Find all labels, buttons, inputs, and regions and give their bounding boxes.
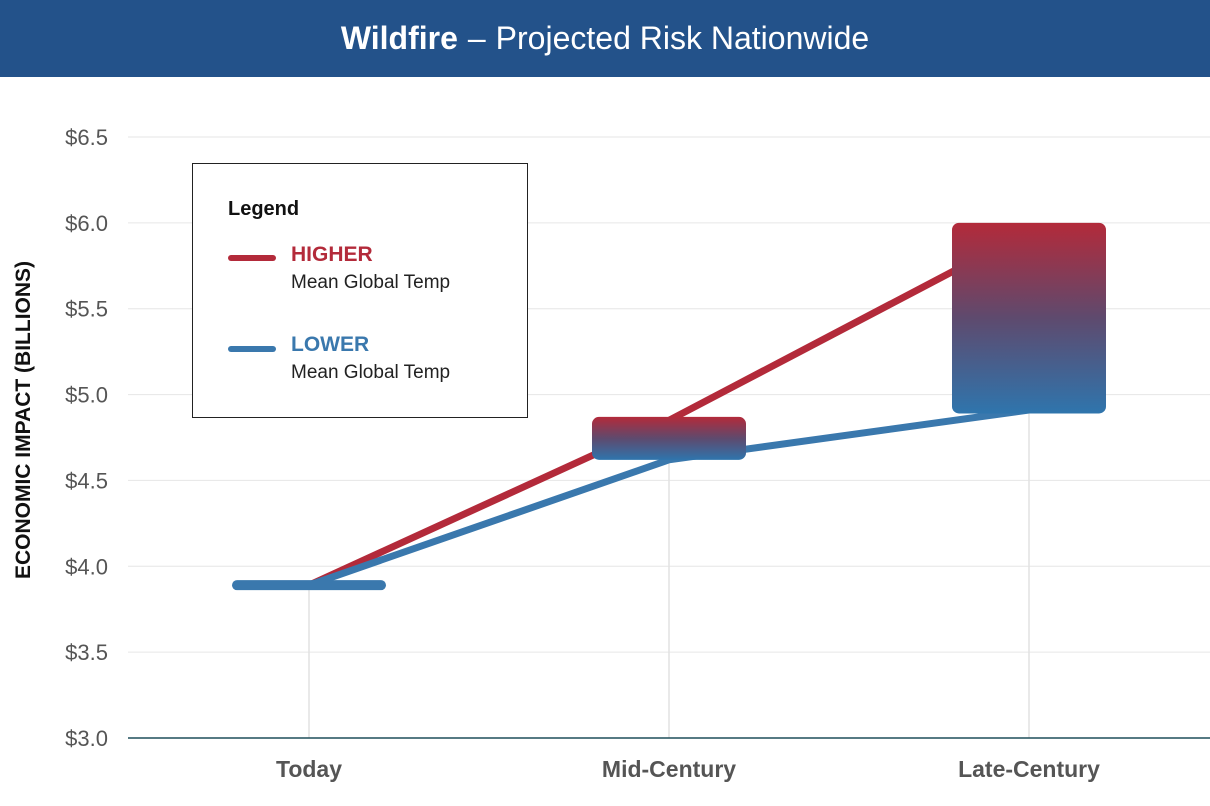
range-box (592, 416, 746, 460)
y-tick-label: $3.0 (65, 726, 108, 751)
chart-title-dash: – (467, 20, 486, 56)
y-axis-label: ECONOMIC IMPACT (BILLIONS) (12, 261, 35, 579)
legend-label-higher: HIGHER (291, 243, 373, 266)
legend-swatch-lower (228, 346, 276, 352)
category-guides (308, 413, 1030, 738)
legend-title: Legend (228, 198, 300, 220)
x-tick-label: Mid-Century (602, 756, 736, 782)
range-marker (232, 580, 386, 591)
range-boxes (232, 222, 1106, 591)
axes: $3.0 $3.5 $4.0 $4.5 $5.0 $5.5 $6.0 $6.5 Today Mid… (65, 125, 1210, 782)
chart-title-rest: Projected Risk Nationwide (495, 20, 870, 56)
y-tick-label: $5.5 (65, 297, 108, 322)
y-tick-label: $6.5 (65, 125, 108, 150)
legend: Legend HIGHER Mean Global Temp LOWER Mea… (192, 163, 528, 418)
legend-desc-lower: Mean Global Temp (291, 362, 451, 383)
chart-title-bold: Wildfire (340, 20, 458, 56)
y-tick-label: $4.5 (65, 468, 108, 493)
legend-desc-higher: Mean Global Temp (291, 272, 451, 293)
y-tick-label: $6.0 (65, 211, 108, 236)
chart-title: Wildfire – Projected Risk Nationwide (0, 0, 1210, 77)
y-tick-label: $5.0 (65, 383, 108, 408)
x-tick-label: Late-Century (958, 756, 1100, 782)
y-tick-label: $3.5 (65, 640, 108, 665)
y-tick-label: $4.0 (65, 554, 108, 579)
legend-label-lower: LOWER (291, 333, 370, 356)
range-box (952, 222, 1106, 414)
legend-swatch-higher (228, 255, 276, 261)
x-tick-label: Today (276, 756, 342, 782)
